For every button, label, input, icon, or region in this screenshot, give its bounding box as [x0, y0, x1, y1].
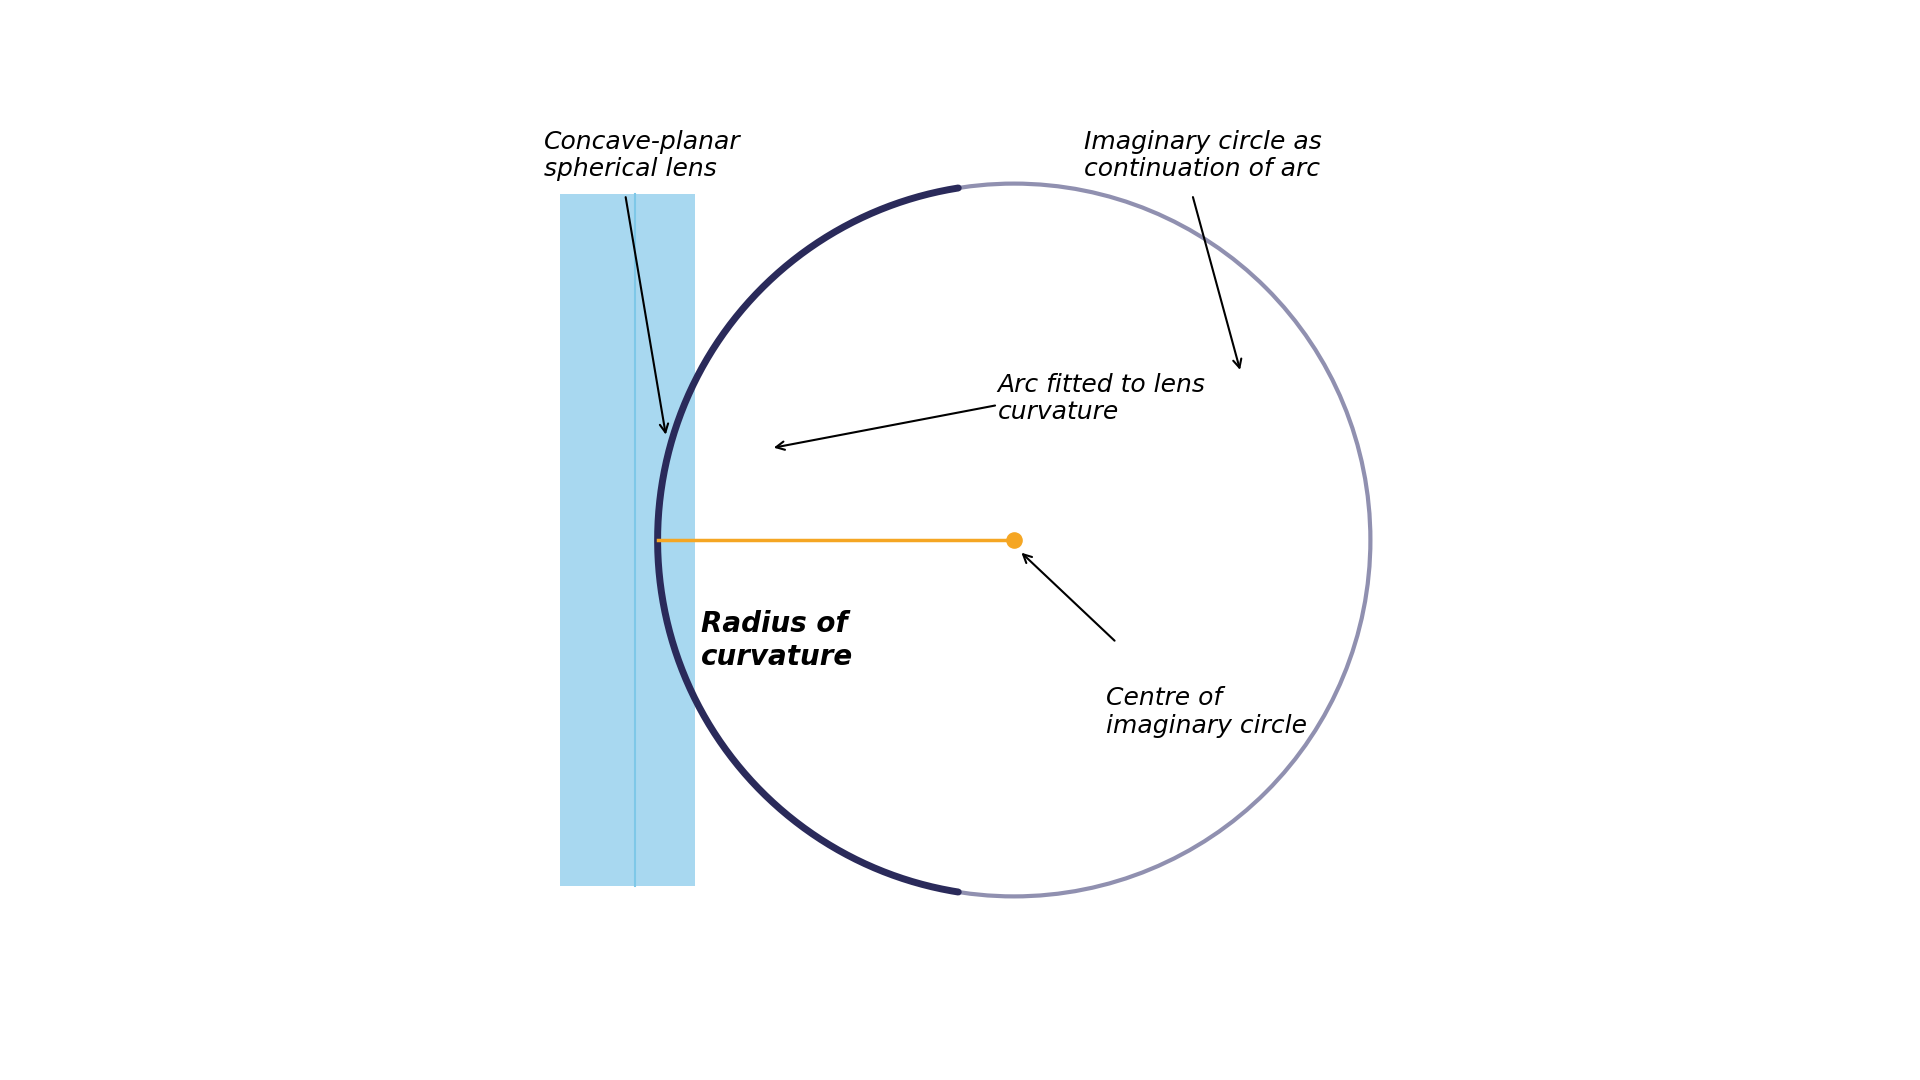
Point: [998, 531, 1029, 549]
Bar: [561, 194, 695, 886]
Text: Radius of
curvature: Radius of curvature: [701, 610, 852, 671]
Text: Concave-planar
spherical lens: Concave-planar spherical lens: [543, 130, 741, 181]
Text: Arc fitted to lens
curvature: Arc fitted to lens curvature: [998, 373, 1206, 424]
Text: Imaginary circle as
continuation of arc: Imaginary circle as continuation of arc: [1085, 130, 1323, 181]
Text: Centre of
imaginary circle: Centre of imaginary circle: [1106, 686, 1308, 738]
